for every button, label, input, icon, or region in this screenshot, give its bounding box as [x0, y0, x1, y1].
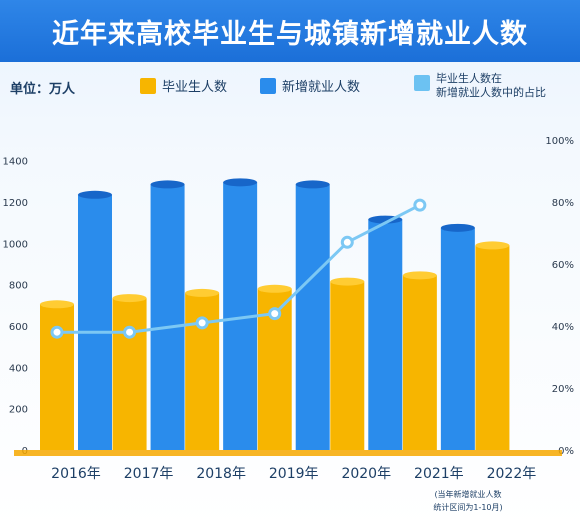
left-axis: 0200400600800100012001400 [3, 157, 28, 457]
new-jobs-bar [150, 184, 185, 450]
right-tick-label: 0% [558, 446, 574, 457]
footnote-line2: 统计区间为1-10月) [433, 502, 502, 512]
graduates-bar [475, 245, 510, 450]
new-jobs-bar-cap [295, 180, 330, 189]
graduates-bar-cap [475, 241, 510, 250]
graduates-bar-cap [402, 271, 437, 280]
graduates-bar-cap [257, 284, 292, 293]
left-tick-label: 1400 [3, 157, 28, 168]
left-tick-label: 800 [9, 281, 28, 292]
new-jobs-bar [295, 184, 330, 450]
legend-item-ratio: 毕业生人数在 新增就业人数中的占比 [414, 72, 546, 100]
left-tick-label: 200 [9, 405, 28, 416]
left-tick-label: 1000 [3, 239, 28, 250]
new-jobs-bar [368, 219, 403, 450]
graduates-bar [330, 281, 365, 450]
category-label: 2016年 [51, 466, 101, 482]
new-jobs-bar [78, 194, 112, 450]
new-jobs-bar-cap [440, 223, 475, 232]
left-tick-label: 1200 [3, 198, 28, 209]
bars [14, 178, 562, 456]
chart-title: 近年来高校毕业生与城镇新增就业人数 [52, 18, 528, 50]
new-jobs-bar-cap [150, 180, 185, 189]
legend-item-graduates: 毕业生人数 [140, 76, 227, 95]
new-jobs-bar [440, 227, 475, 450]
graduates-swatch [140, 77, 156, 94]
legend-ratio-line2: 新增就业人数中的占比 [436, 86, 546, 99]
ratio-point [195, 316, 209, 330]
category-label: 2017年 [124, 466, 174, 482]
unit-label: 单位：万人 [10, 82, 76, 97]
category-label: 2019年 [269, 466, 319, 482]
new-jobs-bar-cap [78, 190, 112, 199]
ratio-point [340, 235, 354, 249]
title-bar: 近年来高校毕业生与城镇新增就业人数 [0, 0, 580, 62]
right-tick-label: 80% [552, 198, 574, 209]
legend-ratio-line1: 毕业生人数在 [436, 72, 502, 85]
new-jobs-swatch [260, 77, 276, 94]
right-tick-label: 20% [552, 384, 574, 395]
legend-graduates-label: 毕业生人数 [162, 80, 228, 95]
legend-new-jobs-label: 新增就业人数 [282, 80, 361, 95]
graduates-bar [112, 298, 147, 450]
left-tick-label: 400 [9, 363, 28, 374]
ratio-polyline [57, 203, 421, 334]
ratio-swatch [414, 75, 430, 91]
legend-item-new-jobs: 新增就业人数 [260, 76, 360, 95]
left-tick-label: 600 [9, 322, 28, 333]
legend: 单位：万人 毕业生人数 新增就业人数 毕业生人数在 新增就业人数中的占比 [10, 72, 575, 112]
category-label: 2018年 [196, 466, 246, 482]
graduates-bar [402, 275, 437, 450]
new-jobs-bar-cap [223, 178, 258, 187]
graduates-bar-cap [112, 294, 147, 303]
right-tick-label: 100% [545, 136, 574, 147]
right-axis: 0% 20% 40% 60% 80% 100% [545, 136, 574, 457]
graduates-bar-cap [330, 277, 365, 286]
ratio-line [50, 198, 427, 339]
right-tick-label: 40% [552, 322, 574, 333]
baseline-strip [14, 450, 562, 456]
right-tick-label: 60% [552, 260, 574, 271]
ratio-point [50, 325, 64, 339]
category-label: 2020年 [341, 466, 391, 482]
ratio-point [268, 307, 282, 321]
category-label: 2022年 [487, 466, 537, 482]
category-label: 2021年 [414, 466, 464, 482]
footnote-line1: (当年新增就业人数 [434, 489, 501, 499]
category-labels: 2016年 2017年 2018年 2019年 2020年 2021年 2022年 [51, 466, 536, 482]
graduates-bar-cap [185, 288, 220, 297]
graduates-bar-cap [40, 300, 74, 309]
ratio-point [413, 198, 427, 212]
ratio-point [123, 325, 137, 339]
